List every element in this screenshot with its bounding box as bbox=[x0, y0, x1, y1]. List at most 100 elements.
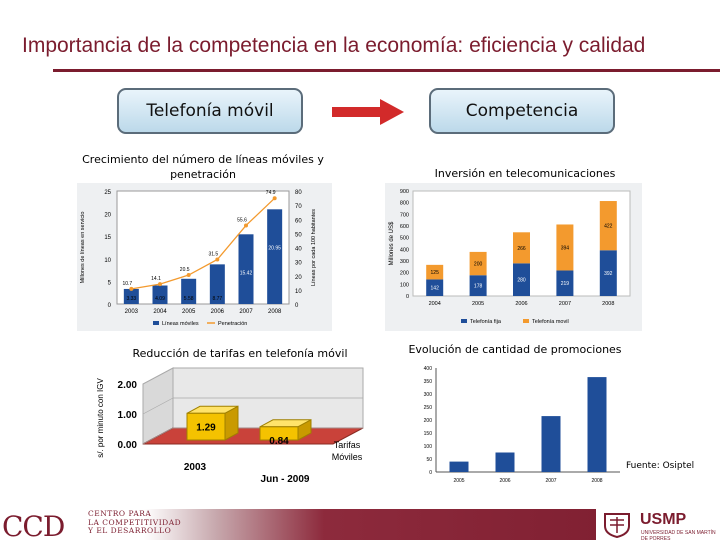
y-tick-label: 2.00 bbox=[118, 380, 138, 391]
x-tick-label: 2004 bbox=[153, 309, 167, 315]
bar-value-label: 4.09 bbox=[155, 296, 165, 302]
penetracion-point bbox=[244, 223, 248, 228]
bar-lineas-moviles bbox=[238, 234, 254, 304]
penetracion-line bbox=[131, 197, 276, 290]
penetracion-point bbox=[186, 273, 191, 278]
chart-inversion-svg: 0 100 200 300 400 500 600 700 800 900 Millones de … bbox=[389, 189, 631, 325]
y2-axis-label: Líneas por cada 100 habitantes bbox=[311, 209, 317, 286]
bar-tarifa bbox=[186, 412, 226, 441]
bar-telefonia-fija bbox=[556, 270, 574, 296]
y-tick-label: 400 bbox=[424, 366, 433, 372]
caption-chart-promociones: Evolución de cantidad de promociones bbox=[408, 343, 622, 356]
bar-value-label: 142 bbox=[431, 286, 440, 292]
y-tick-label: 600 bbox=[400, 224, 409, 230]
point-value-label: 55.6 bbox=[237, 217, 247, 223]
bar-value-label: 0.84 bbox=[269, 436, 289, 447]
y-axis-label: Millones de líneas en servicio bbox=[80, 212, 86, 284]
bar-value-label: 5.58 bbox=[184, 296, 194, 302]
bar-value-label: 422 bbox=[604, 224, 613, 230]
y-tick-label: 100 bbox=[424, 444, 433, 450]
bar-telefonia-fija bbox=[513, 263, 530, 296]
title-divider bbox=[53, 69, 720, 72]
y-tick-label: 200 bbox=[424, 418, 433, 424]
bar-value-label: 3.33 bbox=[126, 296, 136, 302]
bar-value-label: 392 bbox=[604, 271, 613, 277]
y-tick-label: 800 bbox=[400, 201, 409, 207]
y-tick-label: 50 bbox=[426, 457, 432, 463]
chart-lineas-moviles: 0 5 10 15 20 25 0 10 20 30 40 50 60 70 80 Millones de l… bbox=[77, 183, 332, 331]
x-tick-label: 2007 bbox=[239, 309, 253, 315]
x-tick-label: Jun - 2009 bbox=[261, 474, 310, 485]
y-tick-label: 400 bbox=[400, 247, 409, 253]
bar-lineas-moviles bbox=[123, 288, 139, 304]
y2-tick-label: 80 bbox=[295, 190, 302, 196]
telefonia-movil-box: Telefonía móvil bbox=[117, 88, 303, 134]
y-tick-label: 25 bbox=[104, 190, 111, 196]
bar-value-label: 1.29 bbox=[196, 422, 216, 433]
x-tick-label: 2004 bbox=[429, 301, 441, 307]
x-tick-label: 2003 bbox=[125, 309, 139, 315]
grid-line bbox=[142, 367, 174, 385]
legend-label-movil: Telefonía movil bbox=[532, 319, 569, 325]
x-tick-label: 2006 bbox=[211, 309, 225, 315]
bar-promociones bbox=[587, 377, 607, 472]
competencia-box: Competencia bbox=[429, 88, 615, 134]
bar-promociones bbox=[541, 416, 561, 472]
legend-label-fija: Telefonía fija bbox=[470, 319, 502, 325]
x-tick-label: 2008 bbox=[591, 478, 602, 484]
y-tick-label: 350 bbox=[424, 379, 433, 385]
x-tick-label: 2007 bbox=[559, 301, 571, 307]
point-value-label: 74.9 bbox=[266, 190, 276, 196]
ccd-line: CENTRO PARA bbox=[88, 509, 152, 518]
y2-tick-label: 70 bbox=[295, 204, 302, 210]
y-tick-label: 0 bbox=[406, 294, 409, 300]
usmp-subtitle: UNIVERSIDAD DE SAN MARTÍN DE PORRES bbox=[641, 530, 716, 540]
legend-swatch-movil bbox=[523, 319, 529, 323]
legend-swatch-lineas bbox=[153, 321, 159, 325]
y-tick-label: 200 bbox=[400, 271, 409, 277]
bar-lineas-moviles bbox=[209, 264, 225, 304]
bar-value-label: 280 bbox=[517, 278, 526, 284]
point-value-label: 10.7 bbox=[122, 281, 132, 287]
bar-value-label: 20.95 bbox=[268, 245, 281, 251]
caption-chart-lineas: Crecimiento del número de líneas móviles… bbox=[82, 153, 324, 181]
grid-line bbox=[142, 427, 174, 445]
y-tick-label: 0 bbox=[108, 303, 112, 309]
x-tick-label: 2008 bbox=[602, 301, 614, 307]
penetracion-point bbox=[272, 196, 277, 201]
bar-tarifa bbox=[259, 426, 299, 441]
y2-tick-label: 20 bbox=[295, 275, 302, 281]
bar-value-label: 178 bbox=[474, 284, 483, 290]
bar-value-label: 219 bbox=[561, 281, 570, 287]
bar-telefonia-fija bbox=[599, 250, 617, 296]
legend-label-tarifas: Tarifas bbox=[334, 440, 361, 450]
bar-promociones bbox=[449, 461, 469, 472]
telefonia-movil-label: Telefonía móvil bbox=[146, 101, 274, 121]
source-note: Fuente: Osiptel bbox=[626, 461, 695, 471]
ccd-line: Y EL DESARROLLO bbox=[88, 526, 172, 536]
bar-telefonia-movil bbox=[469, 251, 487, 276]
legend-label-lineas: Líneas móviles bbox=[162, 321, 199, 327]
ccd-logo: CCD bbox=[2, 510, 65, 540]
bar-value-label: 266 bbox=[517, 246, 526, 252]
slide-title: Importancia de la competencia en la econ… bbox=[22, 34, 646, 57]
usmp-name: USMP bbox=[640, 511, 687, 528]
floor bbox=[142, 427, 364, 445]
chart-tarifas-svg: 0.00 1.00 2.00 s/. por minuto con IGV 1.29 0.… bbox=[96, 367, 364, 485]
point-value-label: 14.1 bbox=[151, 276, 161, 282]
bar-value-label: 200 bbox=[474, 262, 483, 268]
penetracion-point bbox=[129, 286, 134, 291]
y-tick-label: 500 bbox=[400, 236, 409, 242]
caption-chart-tarifas: Reducción de tarifas en telefonía móvil bbox=[132, 347, 348, 360]
penetracion-point bbox=[215, 257, 220, 262]
x-tick-label: 2008 bbox=[268, 309, 282, 315]
x-tick-label: 2006 bbox=[499, 478, 510, 484]
ccd-name: CENTRO PARA LA COMPETITIVIDAD Y EL DESAR… bbox=[88, 509, 181, 536]
bar-telefonia-movil bbox=[513, 232, 530, 264]
grid-line bbox=[142, 397, 174, 415]
y-tick-label: 700 bbox=[400, 212, 409, 218]
bar-value-label: 8.77 bbox=[212, 296, 222, 302]
x-tick-label: 2005 bbox=[472, 301, 484, 307]
x-tick-label: 2006 bbox=[515, 301, 527, 307]
y-axis-label: Millones de US$ bbox=[389, 221, 395, 265]
